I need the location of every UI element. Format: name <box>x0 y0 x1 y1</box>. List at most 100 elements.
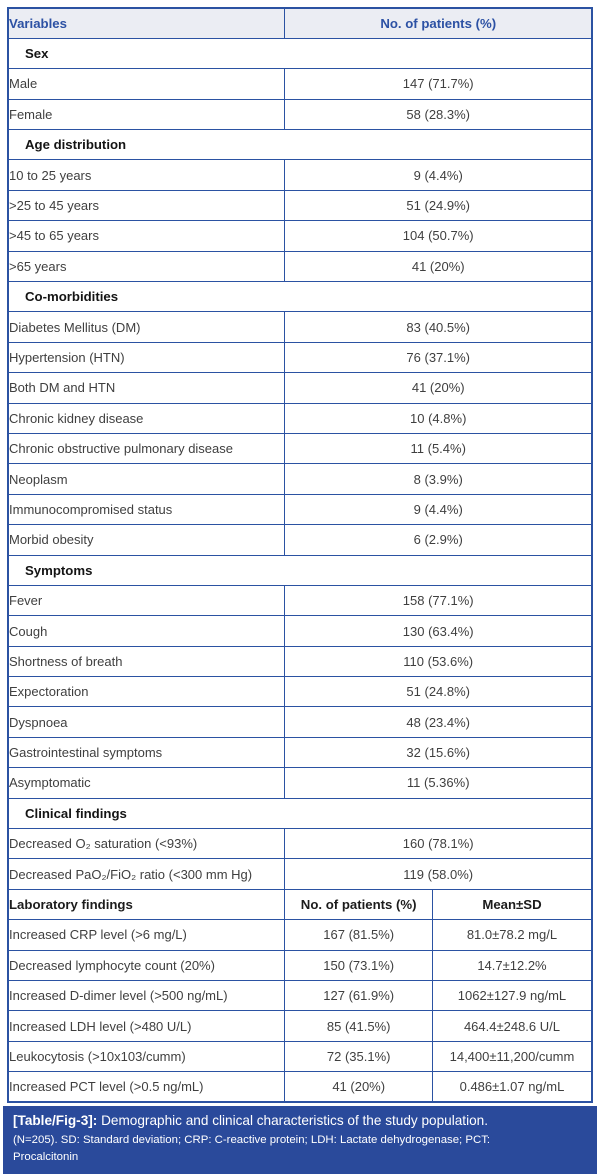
row-value: 10 (4.8%) <box>284 402 593 434</box>
lab-table-row: Decreased lymphocyte count (20%) 150 (73.… <box>7 949 593 982</box>
row-value: 58 (28.3%) <box>284 98 593 131</box>
row-value: 51 (24.8%) <box>284 676 593 708</box>
row-label: Both DM and HTN <box>7 372 286 404</box>
lab-row-label: Increased PCT level (>0.5 ng/mL) <box>7 1071 286 1103</box>
lab-row-patients: 167 (81.5%) <box>284 919 433 951</box>
table-row: Decreased O₂ saturation (<93%) 160 (78.1%… <box>7 828 593 860</box>
caption-tag: [Table/Fig-3]: <box>13 1113 98 1129</box>
lab-row-mean-sd: 1062±127.9 ng/mL <box>431 979 593 1012</box>
row-label: Dyspnoea <box>7 706 286 738</box>
col-header-patients: No. of patients (%) <box>284 7 593 39</box>
row-label: Decreased PaO₂/FiO₂ ratio (<300 mm Hg) <box>7 858 286 890</box>
lab-row-mean-sd: 14,400±11,200/cumm <box>431 1040 593 1073</box>
row-label: Expectoration <box>7 676 286 708</box>
row-value: 9 (4.4%) <box>284 493 593 526</box>
row-value: 119 (58.0%) <box>284 858 593 890</box>
section-title: Clinical findings <box>7 797 593 830</box>
lab-row-mean-sd: 0.486±1.07 ng/mL <box>431 1071 593 1103</box>
caption-title: Demographic and clinical characteristics… <box>101 1113 488 1129</box>
row-label: >25 to 45 years <box>7 189 286 222</box>
row-label: Morbid obesity <box>7 524 286 556</box>
table-figure: Variables No. of patients (%) Sex Male 147… <box>0 7 600 1176</box>
row-label: Decreased O₂ saturation (<93%) <box>7 828 286 860</box>
table-row: Dyspnoea 48 (23.4%) <box>7 706 593 738</box>
row-value: 51 (24.9%) <box>284 189 593 222</box>
row-value: 41 (20%) <box>284 250 593 283</box>
section-title: Co-morbidities <box>7 281 593 313</box>
table-row: >65 years 41 (20%) <box>7 250 593 283</box>
lab-row-label: Leukocytosis (>10x103/cumm) <box>7 1040 286 1073</box>
row-value: 6 (2.9%) <box>284 524 593 556</box>
row-value: 110 (53.6%) <box>284 645 593 678</box>
row-value: 11 (5.4%) <box>284 432 593 465</box>
lab-row-patients: 127 (61.9%) <box>284 979 433 1012</box>
row-value: 9 (4.4%) <box>284 159 593 191</box>
lab-row-label: Increased CRP level (>6 mg/L) <box>7 919 286 951</box>
row-label: Neoplasm <box>7 463 286 495</box>
table-row: Gastrointestinal symptoms 32 (15.6%) <box>7 736 593 769</box>
row-value: 41 (20%) <box>284 372 593 404</box>
lab-row-label: Decreased lymphocyte count (20%) <box>7 949 286 982</box>
table-row: Asymptomatic 11 (5.36%) <box>7 767 593 799</box>
row-label: Fever <box>7 584 286 617</box>
lab-header-row: Laboratory findings No. of patients (%) Me… <box>7 888 593 921</box>
demographics-table: Variables No. of patients (%) Sex Male 147… <box>7 7 593 1104</box>
row-value: 32 (15.6%) <box>284 736 593 769</box>
table-row: Male 147 (71.7%) <box>7 68 593 100</box>
table-row: Cough 130 (63.4%) <box>7 615 593 647</box>
table-row: Both DM and HTN 41 (20%) <box>7 372 593 404</box>
lab-col-header-mean-sd: Mean±SD <box>431 888 593 921</box>
caption-note: (N=205). SD: Standard deviation; CRP: C-… <box>13 1134 491 1164</box>
table-row: Neoplasm 8 (3.9%) <box>7 463 593 495</box>
table-row: Shortness of breath 110 (53.6%) <box>7 645 593 678</box>
section-title: Age distribution <box>7 129 593 161</box>
lab-row-patients: 150 (73.1%) <box>284 949 433 982</box>
row-label: Chronic obstructive pulmonary disease <box>7 432 286 465</box>
row-label: Chronic kidney disease <box>7 402 286 434</box>
row-label: >65 years <box>7 250 286 283</box>
row-value: 160 (78.1%) <box>284 828 593 860</box>
table-row: Female 58 (28.3%) <box>7 98 593 131</box>
row-value: 130 (63.4%) <box>284 615 593 647</box>
table-header-row: Variables No. of patients (%) <box>7 7 593 39</box>
row-label: Cough <box>7 615 286 647</box>
lab-row-mean-sd: 14.7±12.2% <box>431 949 593 982</box>
col-header-variables: Variables <box>7 7 286 39</box>
table-row: Chronic kidney disease 10 (4.8%) <box>7 402 593 434</box>
caption-title-line: [Table/Fig-3]: Demographic and clinical … <box>13 1113 585 1130</box>
table-row: Hypertension (HTN) 76 (37.1%) <box>7 341 593 374</box>
table-row: Decreased PaO₂/FiO₂ ratio (<300 mm Hg) 11… <box>7 858 593 890</box>
lab-col-header-findings: Laboratory findings <box>7 888 286 921</box>
row-label: Shortness of breath <box>7 645 286 678</box>
lab-table-row: Increased PCT level (>0.5 ng/mL) 41 (20%)… <box>7 1071 593 1103</box>
row-value: 147 (71.7%) <box>284 68 593 100</box>
section-title: Symptoms <box>7 554 593 586</box>
section-header-row: Co-morbidities <box>7 281 593 313</box>
table-row: 10 to 25 years 9 (4.4%) <box>7 159 593 191</box>
row-label: Immunocompromised status <box>7 493 286 526</box>
section-header-row: Age distribution <box>7 129 593 161</box>
lab-row-patients: 41 (20%) <box>284 1071 433 1103</box>
row-value: 158 (77.1%) <box>284 584 593 617</box>
table-row: Diabetes Mellitus (DM) 83 (40.5%) <box>7 311 593 343</box>
lab-row-label: Increased D-dimer level (>500 ng/mL) <box>7 979 286 1012</box>
table-body: Sex Male 147 (71.7%) Female 58 (28.3%) Age di… <box>7 37 593 1103</box>
row-label: Asymptomatic <box>7 767 286 799</box>
row-label: Diabetes Mellitus (DM) <box>7 311 286 343</box>
row-label: Gastrointestinal symptoms <box>7 736 286 769</box>
row-value: 8 (3.9%) <box>284 463 593 495</box>
table-row: Expectoration 51 (24.8%) <box>7 676 593 708</box>
table-row: Fever 158 (77.1%) <box>7 584 593 617</box>
lab-table-row: Increased CRP level (>6 mg/L) 167 (81.5%)… <box>7 919 593 951</box>
section-header-row: Clinical findings <box>7 797 593 830</box>
lab-row-label: Increased LDH level (>480 U/L) <box>7 1010 286 1042</box>
row-label: Male <box>7 68 286 100</box>
table-row: Immunocompromised status 9 (4.4%) <box>7 493 593 526</box>
lab-row-patients: 85 (41.5%) <box>284 1010 433 1042</box>
lab-row-mean-sd: 464.4±248.6 U/L <box>431 1010 593 1042</box>
table-caption: [Table/Fig-3]: Demographic and clinical … <box>3 1106 597 1175</box>
table-row: Morbid obesity 6 (2.9%) <box>7 524 593 556</box>
table-row: >45 to 65 years 104 (50.7%) <box>7 220 593 252</box>
lab-col-header-patients: No. of patients (%) <box>284 888 433 921</box>
lab-row-mean-sd: 81.0±78.2 mg/L <box>431 919 593 951</box>
